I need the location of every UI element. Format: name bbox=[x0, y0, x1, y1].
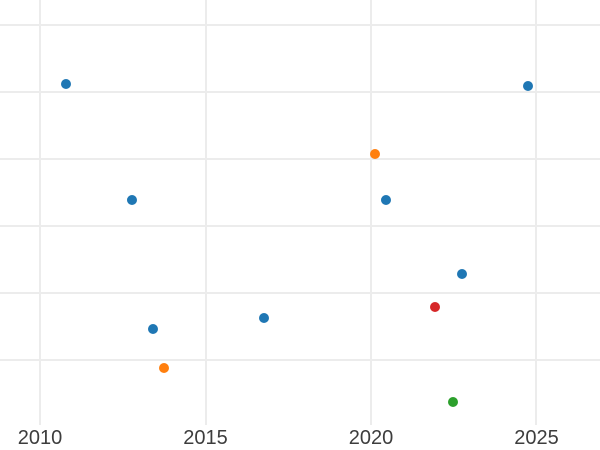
x-tick-label: 2020 bbox=[348, 427, 394, 449]
scatter-point-blue-series bbox=[127, 195, 138, 206]
y-gridline bbox=[0, 358, 600, 361]
x-gridline bbox=[39, 0, 42, 425]
x-axis: 2010 2015 2020 2025 bbox=[0, 425, 600, 450]
y-gridline bbox=[0, 157, 600, 160]
scatter-point-blue-series bbox=[259, 312, 270, 323]
scatter-point-orange-series bbox=[159, 363, 170, 374]
scatter-point-blue-series bbox=[456, 268, 467, 279]
scatter-point-red-series bbox=[429, 302, 440, 313]
scatter-point-blue-series bbox=[380, 194, 391, 205]
y-gridline bbox=[0, 291, 600, 294]
scatter-point-blue-series bbox=[61, 79, 72, 90]
x-tick-label: 2015 bbox=[183, 427, 228, 449]
scatter-point-green-series bbox=[447, 396, 458, 407]
x-tick-label: 2025 bbox=[514, 427, 559, 449]
y-gridline bbox=[0, 23, 600, 26]
x-tick-label: 2010 bbox=[17, 427, 63, 449]
scatter-point-blue-series bbox=[148, 324, 159, 335]
scatter-point-orange-series bbox=[369, 149, 380, 160]
x-gridline bbox=[204, 0, 207, 425]
y-gridline bbox=[0, 90, 600, 93]
plot-area bbox=[0, 0, 600, 425]
x-gridline bbox=[535, 0, 538, 425]
scatter-point-blue-series bbox=[523, 80, 534, 91]
x-gridline bbox=[369, 0, 372, 425]
y-gridline bbox=[0, 224, 600, 227]
